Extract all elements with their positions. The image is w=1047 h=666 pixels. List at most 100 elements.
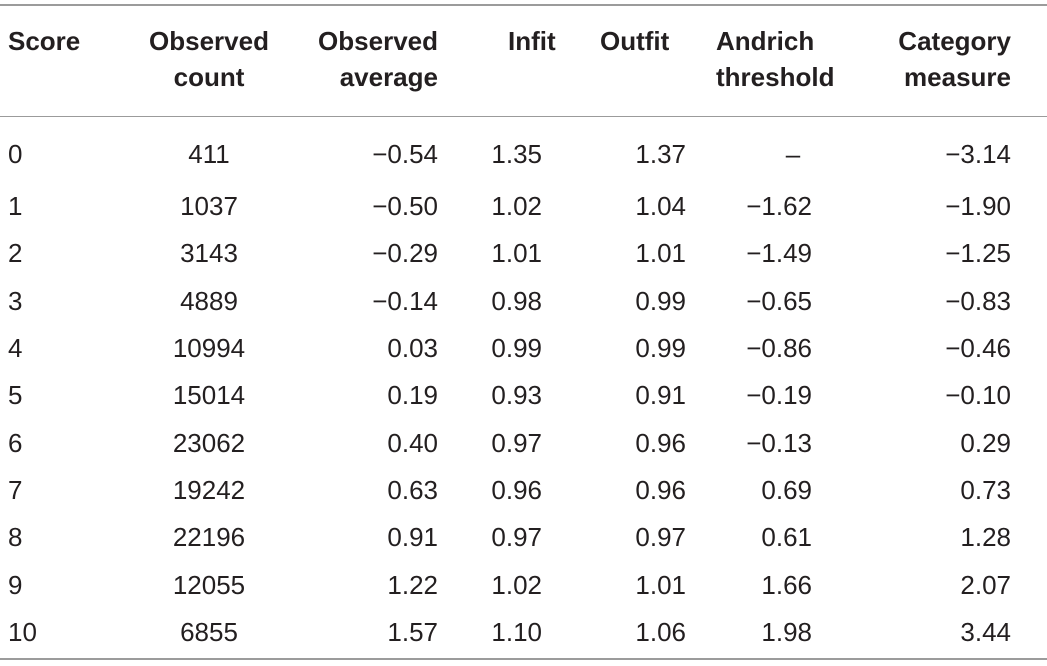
cell-infit: 0.93 — [491, 380, 542, 411]
cell-observed-average: 1.22 — [387, 569, 438, 600]
cell-infit: 1.02 — [491, 191, 542, 222]
cell-andrich-threshold: 1.66 — [761, 569, 812, 600]
cell-observed-count: 3143 — [180, 238, 238, 269]
table-row: 2 3143 −0.29 1.01 1.01 −1.49 −1.25 — [0, 230, 1047, 277]
cell-score: 1 — [8, 191, 23, 222]
cell-infit: 0.97 — [491, 427, 542, 458]
cell-category-measure: 2.07 — [960, 569, 1011, 600]
table-row: 1 1037 −0.50 1.02 1.04 −1.62 −1.90 — [0, 183, 1047, 230]
cell-outfit: 1.06 — [635, 616, 686, 647]
cell-score: 0 — [8, 139, 23, 169]
cell-andrich-threshold: – — [785, 139, 801, 169]
table-body: 0 411 −0.54 1.35 1.37– −3.14 1 1037 −0.50 1.02 1.0… — [0, 116, 1047, 656]
cell-andrich-threshold: 0.69 — [761, 474, 812, 505]
cell-observed-average: 0.19 — [387, 380, 438, 411]
header-outfit: Outfit — [600, 26, 670, 56]
cell-infit: 0.99 — [491, 333, 542, 364]
cell-score: 6 — [8, 427, 23, 458]
cell-andrich-threshold: −0.19 — [746, 380, 812, 411]
table-row: 9 12055 1.22 1.02 1.01 1.66 2.07 — [0, 561, 1047, 608]
cell-andrich-threshold: −0.13 — [746, 427, 812, 458]
header-observed-average: Observed average — [318, 26, 438, 92]
table-row: 3 4889 −0.14 0.98 0.99 −0.65 −0.83 — [0, 278, 1047, 325]
cell-observed-average: 0.63 — [387, 474, 438, 505]
cell-outfit: 1.01 — [635, 238, 686, 269]
table-row: 6 23062 0.40 0.97 0.96 −0.13 0.29 — [0, 419, 1047, 466]
cell-infit: 1.35 — [491, 139, 542, 169]
header-observed-count: Observed count — [149, 26, 269, 92]
cell-observed-count: 15014 — [172, 380, 246, 411]
cell-category-measure: 0.29 — [960, 427, 1011, 458]
cell-andrich-threshold: −1.62 — [746, 191, 812, 222]
cell-observed-average: −0.54 — [372, 139, 438, 169]
cell-infit: 0.96 — [491, 474, 542, 505]
cell-score: 10 — [8, 616, 37, 647]
cell-outfit: 1.37 — [635, 139, 686, 169]
header-rule — [0, 116, 1047, 117]
cell-score: 9 — [8, 569, 23, 600]
cell-observed-count: 1037 — [180, 191, 238, 222]
cell-andrich-threshold: −0.86 — [746, 333, 812, 364]
header-row: Score Observed count Observed average In… — [0, 6, 1047, 116]
cell-score: 3 — [8, 285, 23, 316]
cell-category-measure: 3.44 — [960, 616, 1011, 647]
cell-outfit: 0.99 — [635, 285, 686, 316]
cell-outfit: 0.97 — [635, 522, 686, 553]
cell-observed-count: 4889 — [180, 285, 238, 316]
cell-observed-count: 411 — [188, 139, 230, 169]
cell-outfit: 1.04 — [635, 191, 686, 222]
cell-category-measure: 1.28 — [960, 522, 1011, 553]
cell-score: 5 — [8, 380, 23, 411]
table-row: 5 15014 0.19 0.93 0.91 −0.19 −0.10 — [0, 372, 1047, 419]
cell-category-measure: −3.14 — [945, 139, 1011, 169]
cell-outfit: 0.99 — [635, 333, 686, 364]
cell-outfit: 0.96 — [635, 474, 686, 505]
cell-category-measure: −1.90 — [945, 191, 1011, 222]
cell-observed-average: −0.14 — [372, 285, 438, 316]
table-row: 8 22196 0.91 0.97 0.97 0.61 1.28 — [0, 514, 1047, 561]
cell-observed-average: 1.57 — [387, 616, 438, 647]
cell-infit: 0.98 — [491, 285, 542, 316]
cell-andrich-threshold: −0.65 — [746, 285, 812, 316]
cell-category-measure: −0.46 — [945, 333, 1011, 364]
cell-score: 7 — [8, 474, 23, 505]
cell-category-measure: −0.83 — [945, 285, 1011, 316]
cell-observed-average: −0.50 — [372, 191, 438, 222]
cell-infit: 1.10 — [491, 616, 542, 647]
cell-observed-average: 0.03 — [387, 333, 438, 364]
cell-andrich-threshold: 1.98 — [761, 616, 812, 647]
cell-observed-count: 23062 — [172, 427, 246, 458]
cell-observed-average: 0.40 — [387, 427, 438, 458]
header-andrich-threshold: Andrich threshold — [716, 26, 835, 92]
header-score: Score — [8, 26, 81, 56]
cell-infit: 1.02 — [491, 569, 542, 600]
cell-outfit: 0.96 — [635, 427, 686, 458]
cell-score: 2 — [8, 238, 23, 269]
cell-outfit: 1.01 — [635, 569, 686, 600]
cell-observed-count: 22196 — [172, 522, 246, 553]
top-rule — [0, 4, 1047, 6]
cell-observed-average: 0.91 — [387, 522, 438, 553]
table-row: 0 411 −0.54 1.35 1.37 – −3.14 — [0, 116, 1047, 183]
cell-observed-average: −0.29 — [372, 238, 438, 269]
table-row: 10 6855 1.57 1.10 1.06 1.98 3.44 — [0, 609, 1047, 656]
table-row: 7 19242 0.63 0.96 0.96 0.69 0.73 — [0, 467, 1047, 514]
cell-observed-count: 12055 — [172, 569, 246, 600]
cell-observed-count: 10994 — [172, 333, 246, 364]
bottom-rule — [0, 658, 1047, 660]
cell-category-measure: −0.10 — [945, 380, 1011, 411]
cell-category-measure: 0.73 — [960, 474, 1011, 505]
header-infit: Infit — [508, 26, 556, 56]
cell-infit: 0.97 — [491, 522, 542, 553]
cell-andrich-threshold: 0.61 — [761, 522, 812, 553]
table-row: 4 10994 0.03 0.99 0.99 −0.86 −0.46 — [0, 325, 1047, 372]
cell-score: 4 — [8, 333, 23, 364]
cell-infit: 1.01 — [491, 238, 542, 269]
cell-category-measure: −1.25 — [945, 238, 1011, 269]
category-statistics-table: Score Observed count Observed average In… — [0, 6, 1047, 656]
cell-andrich-threshold: −1.49 — [746, 238, 812, 269]
cell-outfit: 0.91 — [635, 380, 686, 411]
cell-observed-count: 6855 — [180, 616, 238, 647]
cell-score: 8 — [8, 522, 23, 553]
